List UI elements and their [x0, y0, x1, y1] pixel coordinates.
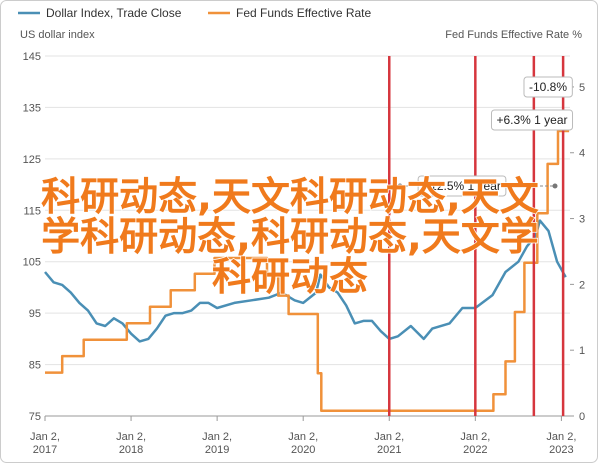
x-tick-line: Jan 2,: [288, 431, 318, 443]
y-tick-label: 145: [23, 51, 41, 63]
y-tick-label: 95: [29, 308, 41, 320]
y-tick-label: 105: [23, 257, 41, 269]
x-tick-line: Jan 2,: [30, 431, 60, 443]
annotation-dot: [397, 183, 403, 189]
annotation-dot: [552, 183, 558, 189]
x-tick-label: Jan 2, 2021: [374, 431, 404, 456]
x-tick-line: Jan 2,: [202, 431, 232, 443]
annotation-label: +12.5% 1 year: [423, 179, 501, 193]
x-tick-line: Jan 2,: [546, 431, 576, 443]
x-tick-label: Jan 2, 2019: [202, 431, 232, 456]
x-tick-line: 2023: [549, 444, 573, 456]
legend-label: Dollar Index, Trade Close: [46, 6, 182, 20]
annotation-box: [417, 175, 507, 197]
x-tick-line: 2019: [205, 444, 229, 456]
x-tick-line: Jan 2,: [460, 431, 490, 443]
x-tick-line: 2017: [33, 444, 57, 456]
x-tick-line: 2022: [463, 444, 487, 456]
y-tick-label: 115: [23, 205, 41, 217]
overlay-text: 学科研动态,科研动态,天文学: [41, 215, 539, 260]
x-tick-line: 2020: [291, 444, 315, 456]
annotation-label: +6.3% 1 year: [496, 113, 567, 127]
y2-tick-label: 0: [579, 411, 585, 423]
y2-axis-title: Fed Funds Effective Rate %: [445, 29, 582, 41]
annotation-box: [523, 76, 573, 98]
x-tick-line: Jan 2,: [374, 431, 404, 443]
y-tick-label: 75: [29, 411, 41, 423]
y-tick-label: 135: [23, 102, 41, 114]
x-tick-label: Jan 2, 2020: [288, 431, 318, 456]
x-tick-label: Jan 2, 2018: [116, 431, 146, 456]
y2-tick-label: 5: [579, 82, 585, 94]
x-tick-label: Jan 2, 2023: [546, 431, 576, 456]
y-tick-label: 125: [23, 154, 41, 166]
x-tick-line: 2018: [119, 444, 143, 456]
y-axis-title: US dollar index: [20, 29, 95, 41]
y-tick-label: 85: [29, 360, 41, 372]
annotation-label: -10.8%: [529, 80, 567, 94]
x-tick-label: Jan 2, 2017: [30, 431, 60, 456]
x-tick-line: 2021: [377, 444, 401, 456]
overlay-text: 科研动态: [212, 255, 368, 300]
y2-tick-label: 1: [579, 345, 585, 357]
y2-tick-label: 4: [579, 148, 585, 160]
legend-label: Fed Funds Effective Rate: [236, 6, 372, 20]
series-line: [45, 129, 570, 412]
x-tick-line: Jan 2,: [116, 431, 146, 443]
series-line: [44, 219, 567, 343]
annotation-box: [490, 109, 574, 131]
y2-tick-label: 2: [579, 279, 585, 291]
overlay-text: 科研动态,天文科研动态,天文: [41, 175, 539, 220]
x-tick-label: Jan 2, 2022: [460, 431, 490, 456]
y2-tick-label: 3: [579, 214, 585, 226]
